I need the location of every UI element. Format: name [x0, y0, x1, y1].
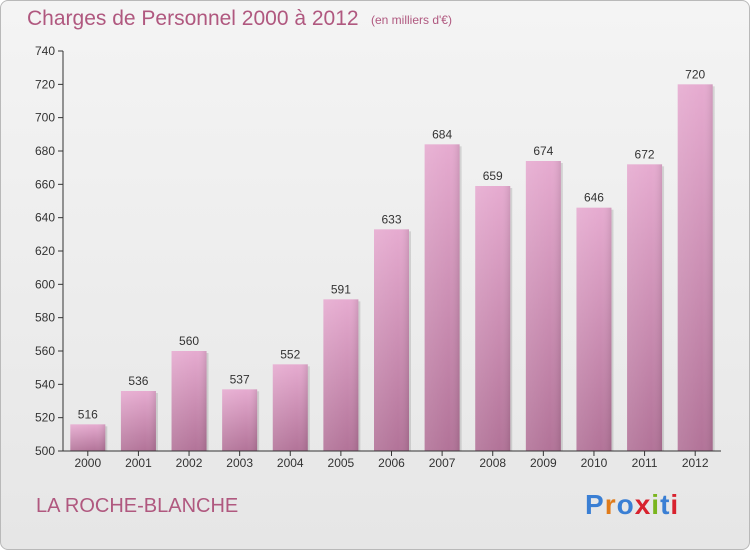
x-tick-label-2000: 2000 [74, 456, 101, 470]
chart-title: Charges de Personnel 2000 à 2012 [27, 7, 359, 30]
x-tick-label-2005: 2005 [328, 456, 355, 470]
y-tick-label-520: 520 [35, 411, 55, 425]
y-tick-label-660: 660 [35, 177, 55, 191]
bar-2011 [627, 164, 665, 452]
x-tick-label-2008: 2008 [479, 456, 506, 470]
logo-letter: t [660, 489, 671, 520]
x-tick-label-2011: 2011 [632, 456, 658, 470]
data-label-2006: 633 [381, 212, 401, 226]
bar-2009 [525, 161, 563, 451]
y-tick-label-740: 740 [35, 44, 55, 58]
y-tick-label-580: 580 [35, 311, 55, 325]
data-label-2005: 591 [331, 282, 351, 296]
chart-subtitle: (en milliers d'€) [371, 13, 452, 27]
bar-2010 [576, 207, 614, 451]
x-tick-label-2004: 2004 [277, 456, 304, 470]
logo-letter: i [651, 489, 661, 520]
x-tick-label-2006: 2006 [378, 456, 405, 470]
x-tick-label-2007: 2007 [429, 456, 456, 470]
y-tick-label-600: 600 [35, 277, 55, 291]
y-tick-label-640: 640 [35, 211, 55, 225]
logo-letter: P [585, 489, 605, 520]
y-tick-label-620: 620 [35, 244, 55, 258]
y-tick-label-560: 560 [35, 344, 55, 358]
x-tick-label-2002: 2002 [176, 456, 203, 470]
x-tick-label-2010: 2010 [581, 456, 608, 470]
x-tick-label-2003: 2003 [226, 456, 253, 470]
y-tick-label-500: 500 [35, 444, 55, 458]
data-label-2008: 659 [483, 169, 503, 183]
bar-2005 [323, 299, 361, 451]
bar-2000 [70, 424, 108, 451]
y-tick-label-700: 700 [35, 111, 55, 125]
bar-2012 [677, 84, 715, 451]
bar-2001 [120, 391, 158, 451]
bar-2003 [222, 389, 260, 451]
bar-2007 [424, 144, 462, 452]
data-label-2004: 552 [280, 347, 300, 361]
data-label-2012: 720 [685, 67, 705, 81]
data-label-2002: 560 [179, 334, 199, 348]
logo-letter: i [670, 489, 680, 520]
data-label-2000: 516 [78, 407, 98, 421]
proxiti-logo: Proxiti [585, 489, 679, 521]
data-label-2001: 536 [128, 374, 148, 388]
logo-letter: r [604, 489, 617, 520]
data-label-2003: 537 [230, 372, 250, 386]
bar-2004 [272, 364, 310, 451]
y-tick-label-540: 540 [35, 377, 55, 391]
location-name: LA ROCHE-BLANCHE [36, 495, 239, 517]
logo-letter: x [634, 489, 652, 520]
data-label-2009: 674 [533, 144, 553, 158]
y-tick-label-720: 720 [35, 77, 55, 91]
bar-2008 [475, 186, 513, 451]
data-label-2007: 684 [432, 127, 452, 141]
y-tick-label-680: 680 [35, 144, 55, 158]
bar-2002 [171, 351, 209, 451]
data-label-2010: 646 [584, 191, 604, 205]
x-tick-label-2001: 2001 [125, 456, 152, 470]
data-label-2011: 672 [635, 147, 655, 161]
bar-2006 [374, 229, 411, 451]
x-tick-label-2009: 2009 [530, 456, 557, 470]
logo-letter: o [616, 489, 635, 520]
x-tick-label-2012: 2012 [682, 456, 709, 470]
